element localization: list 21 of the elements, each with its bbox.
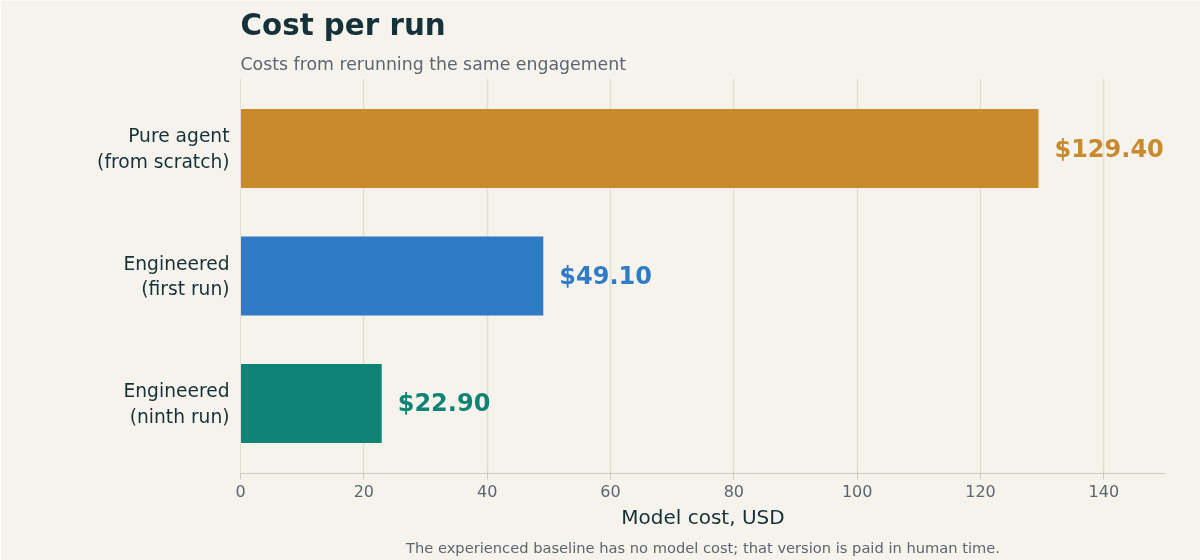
text: The experienced baseline has no model cost; that version is paid in human time. <box>405 538 1000 556</box>
x-tick-label: 140 <box>1088 481 1120 501</box>
x-tick-label: 0 <box>235 481 246 501</box>
x-tick-label: 60 <box>600 481 621 501</box>
data-label: $49.10 <box>559 262 652 290</box>
y-tick-label: Engineered (ninth run) <box>123 380 230 427</box>
data-label: $22.90 <box>397 389 491 418</box>
chart-title: Cost per run <box>240 7 446 42</box>
bar <box>240 363 382 443</box>
chart-subtitle: Costs from rerunning the same engagement <box>240 53 627 74</box>
y-tick-label: Pure agent (from scratch) <box>97 125 230 172</box>
x-axis-title: Model cost, USD <box>621 504 785 529</box>
y-tick-label: Engineered (first run) <box>123 252 230 300</box>
x-tick-label: 80 <box>723 481 745 501</box>
bar <box>240 109 1039 189</box>
bar <box>240 236 544 316</box>
x-tick-label: 120 <box>965 481 996 501</box>
x-tick-label: 20 <box>353 481 375 501</box>
x-tick-label: 40 <box>476 481 498 501</box>
x-tick-label: 100 <box>841 481 873 501</box>
data-label: $129.40 <box>1054 134 1164 163</box>
